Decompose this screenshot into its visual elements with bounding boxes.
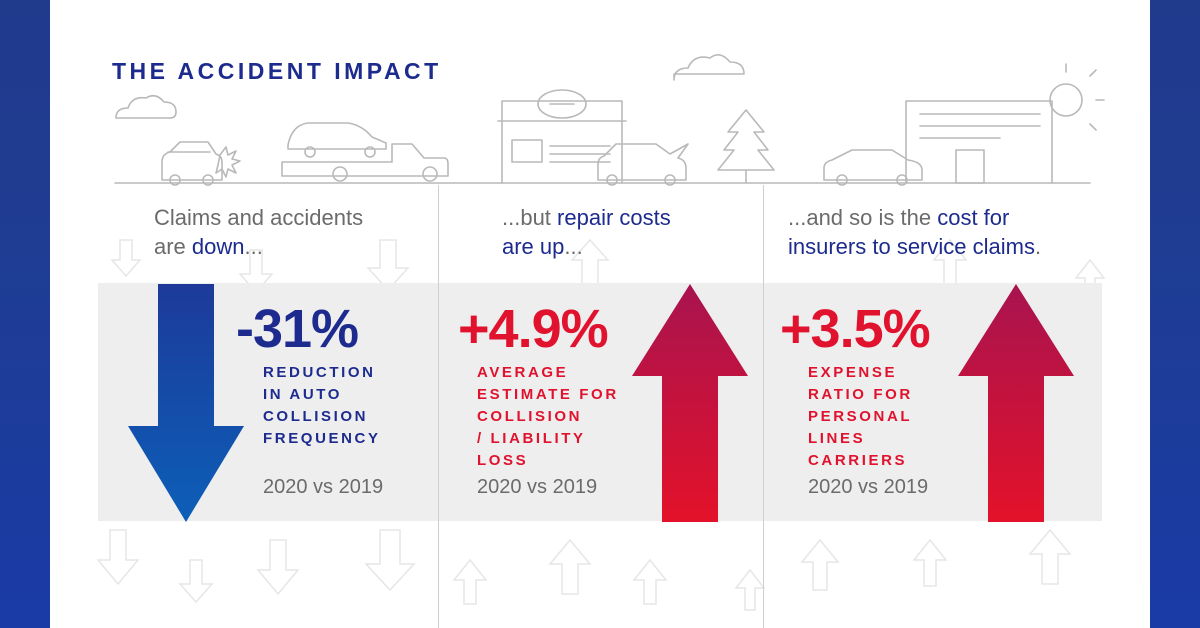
stat-description: REDUCTION IN AUTO COLLISION FREQUENCY [263, 364, 381, 447]
car-open-hood-icon [597, 143, 689, 181]
down-arrow-icon [128, 284, 244, 522]
up-arrow-icon [632, 284, 748, 522]
street-scene-illustration [114, 54, 1105, 186]
sun-icon [1049, 83, 1083, 117]
office-building-icon [905, 100, 1053, 184]
comparison-label: 2020 vs 2019 [263, 476, 384, 498]
tree-icon [717, 109, 775, 183]
comparison-label: 2020 vs 2019 [477, 476, 598, 498]
crashed-car-icon [161, 141, 223, 181]
infographic-canvas: THE ACCIDENT IMPACT Claims and accidents… [50, 0, 1150, 628]
stat-description: AVERAGE ESTIMATE FOR COLLISION / LIABILITY… [477, 364, 619, 469]
right-frame-bar [1150, 0, 1200, 628]
panel-divider [763, 185, 764, 628]
left-frame-bar [0, 0, 50, 628]
panel-3-intro: ...and so is the cost for insurers to se… [788, 205, 1042, 259]
repair-shop-icon [497, 120, 627, 184]
stat-value: +4.9% [458, 299, 609, 359]
panel-2-intro: ...but repair costs are up... [502, 205, 671, 259]
tow-truck-icon [281, 143, 449, 177]
stats-band [98, 283, 1102, 521]
impact-burst-icon [215, 146, 241, 178]
sedan-car-icon [823, 149, 923, 181]
up-arrow-icon [958, 284, 1074, 522]
stat-description: EXPENSE RATIO FOR PERSONAL LINES CARRIERS [808, 364, 913, 469]
page-title: THE ACCIDENT IMPACT [112, 58, 442, 84]
stat-value: +3.5% [780, 299, 931, 359]
cloud-icon [115, 94, 177, 119]
comparison-label: 2020 vs 2019 [808, 476, 929, 498]
panel-divider [438, 185, 439, 628]
cloud-icon [673, 54, 745, 81]
panel-1-intro: Claims and accidents are down... [154, 205, 364, 259]
stat-value: -31% [236, 299, 359, 359]
